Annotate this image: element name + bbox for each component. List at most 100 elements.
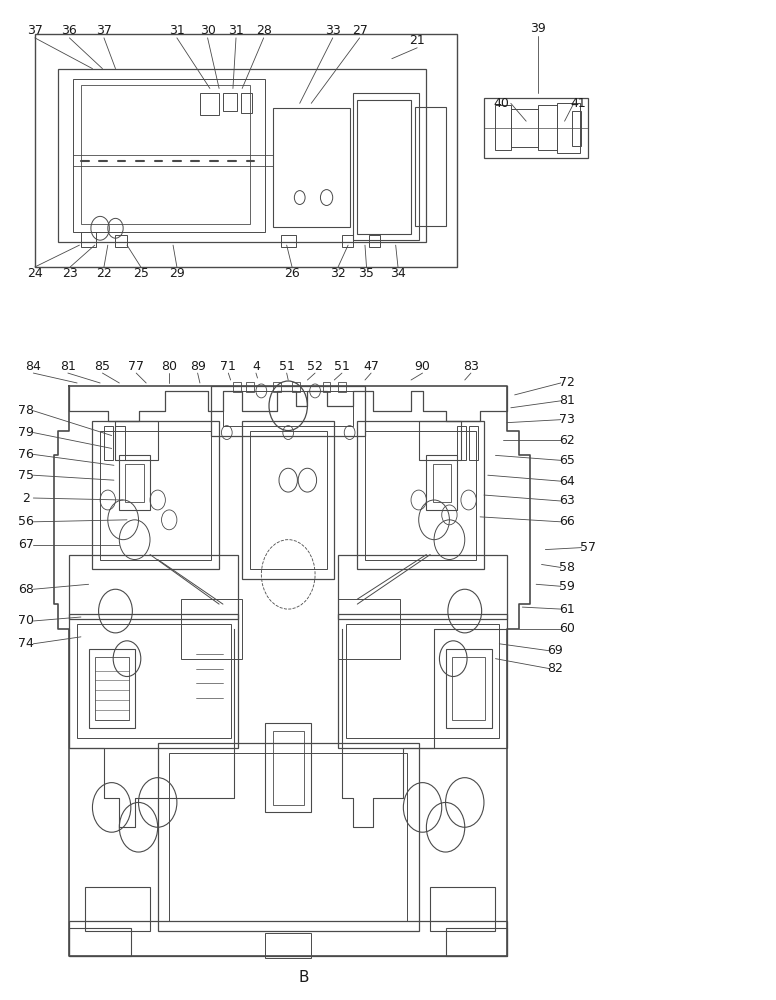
Bar xyxy=(572,111,581,146)
Bar xyxy=(484,98,587,158)
Text: 75: 75 xyxy=(18,469,33,482)
Bar xyxy=(365,431,476,560)
Bar xyxy=(116,235,127,247)
Text: 61: 61 xyxy=(559,603,575,616)
Text: 36: 36 xyxy=(61,24,78,37)
Bar xyxy=(338,599,400,659)
Bar xyxy=(88,649,135,728)
Bar xyxy=(200,93,219,115)
Bar xyxy=(538,105,557,150)
Bar xyxy=(73,79,265,232)
Text: 37: 37 xyxy=(96,24,112,37)
Bar xyxy=(81,85,250,224)
Bar xyxy=(469,426,478,460)
Bar xyxy=(69,921,507,956)
Bar xyxy=(116,421,158,460)
Bar xyxy=(223,391,353,426)
Bar xyxy=(415,107,445,226)
Bar xyxy=(35,34,457,267)
Text: 80: 80 xyxy=(161,360,177,373)
Bar xyxy=(338,555,507,619)
Bar xyxy=(292,382,300,392)
Text: 4: 4 xyxy=(252,360,260,373)
Bar xyxy=(342,235,353,247)
Bar xyxy=(353,93,419,240)
Text: 69: 69 xyxy=(548,644,563,657)
Text: 73: 73 xyxy=(559,413,575,426)
Bar xyxy=(126,464,144,502)
Text: 22: 22 xyxy=(96,267,112,280)
Bar xyxy=(432,464,451,502)
Bar xyxy=(92,421,219,569)
Text: 79: 79 xyxy=(18,426,33,439)
Text: 31: 31 xyxy=(169,24,185,37)
Bar xyxy=(369,235,380,247)
Bar xyxy=(452,657,486,720)
Text: 23: 23 xyxy=(62,267,78,280)
Text: 51: 51 xyxy=(279,360,295,373)
Text: 39: 39 xyxy=(530,22,546,35)
Bar xyxy=(445,928,507,956)
Bar xyxy=(273,108,350,227)
Bar xyxy=(242,421,334,579)
Bar xyxy=(250,431,327,569)
Bar xyxy=(181,599,242,659)
Bar xyxy=(495,105,511,150)
Text: 65: 65 xyxy=(559,454,575,467)
Bar xyxy=(511,109,538,147)
Text: 81: 81 xyxy=(559,394,575,407)
Text: 62: 62 xyxy=(559,434,575,447)
Bar xyxy=(233,382,241,392)
Bar xyxy=(120,455,150,510)
Bar xyxy=(265,933,311,958)
Bar xyxy=(346,624,499,738)
Text: B: B xyxy=(298,970,309,985)
Bar xyxy=(419,421,461,460)
Bar xyxy=(241,93,252,113)
Text: 29: 29 xyxy=(169,267,185,280)
Text: 33: 33 xyxy=(325,24,341,37)
Text: 83: 83 xyxy=(463,360,479,373)
Bar xyxy=(104,426,113,460)
Bar xyxy=(281,235,296,247)
Bar xyxy=(357,421,484,569)
Bar xyxy=(557,103,580,153)
Bar xyxy=(223,93,237,111)
Text: 77: 77 xyxy=(128,360,144,373)
Text: 59: 59 xyxy=(559,580,575,593)
Bar xyxy=(158,743,419,931)
Text: 89: 89 xyxy=(189,360,206,373)
Bar xyxy=(211,386,365,436)
Bar xyxy=(265,723,311,812)
Bar xyxy=(273,382,281,392)
Text: 66: 66 xyxy=(559,515,575,528)
Text: 82: 82 xyxy=(547,662,563,675)
Text: 63: 63 xyxy=(559,494,575,507)
Text: 2: 2 xyxy=(22,492,29,505)
Text: 27: 27 xyxy=(352,24,368,37)
Bar xyxy=(357,100,411,234)
Text: 76: 76 xyxy=(18,448,33,461)
Text: 32: 32 xyxy=(331,267,346,280)
Bar xyxy=(169,753,407,921)
Text: 56: 56 xyxy=(18,515,33,528)
Bar xyxy=(77,624,230,738)
Bar xyxy=(457,426,466,460)
Text: 78: 78 xyxy=(18,404,33,417)
Bar xyxy=(430,887,495,931)
Text: 72: 72 xyxy=(559,376,575,389)
Text: 31: 31 xyxy=(228,24,244,37)
Bar xyxy=(116,426,125,460)
Bar xyxy=(445,649,492,728)
Text: 68: 68 xyxy=(18,583,33,596)
Bar xyxy=(69,614,238,748)
Bar xyxy=(69,555,238,619)
Bar xyxy=(81,232,96,247)
Text: 52: 52 xyxy=(307,360,323,373)
Bar xyxy=(323,382,331,392)
Text: 28: 28 xyxy=(256,24,272,37)
Text: 70: 70 xyxy=(18,614,33,627)
Bar xyxy=(426,455,457,510)
Text: 21: 21 xyxy=(409,34,425,47)
Text: 58: 58 xyxy=(559,561,575,574)
